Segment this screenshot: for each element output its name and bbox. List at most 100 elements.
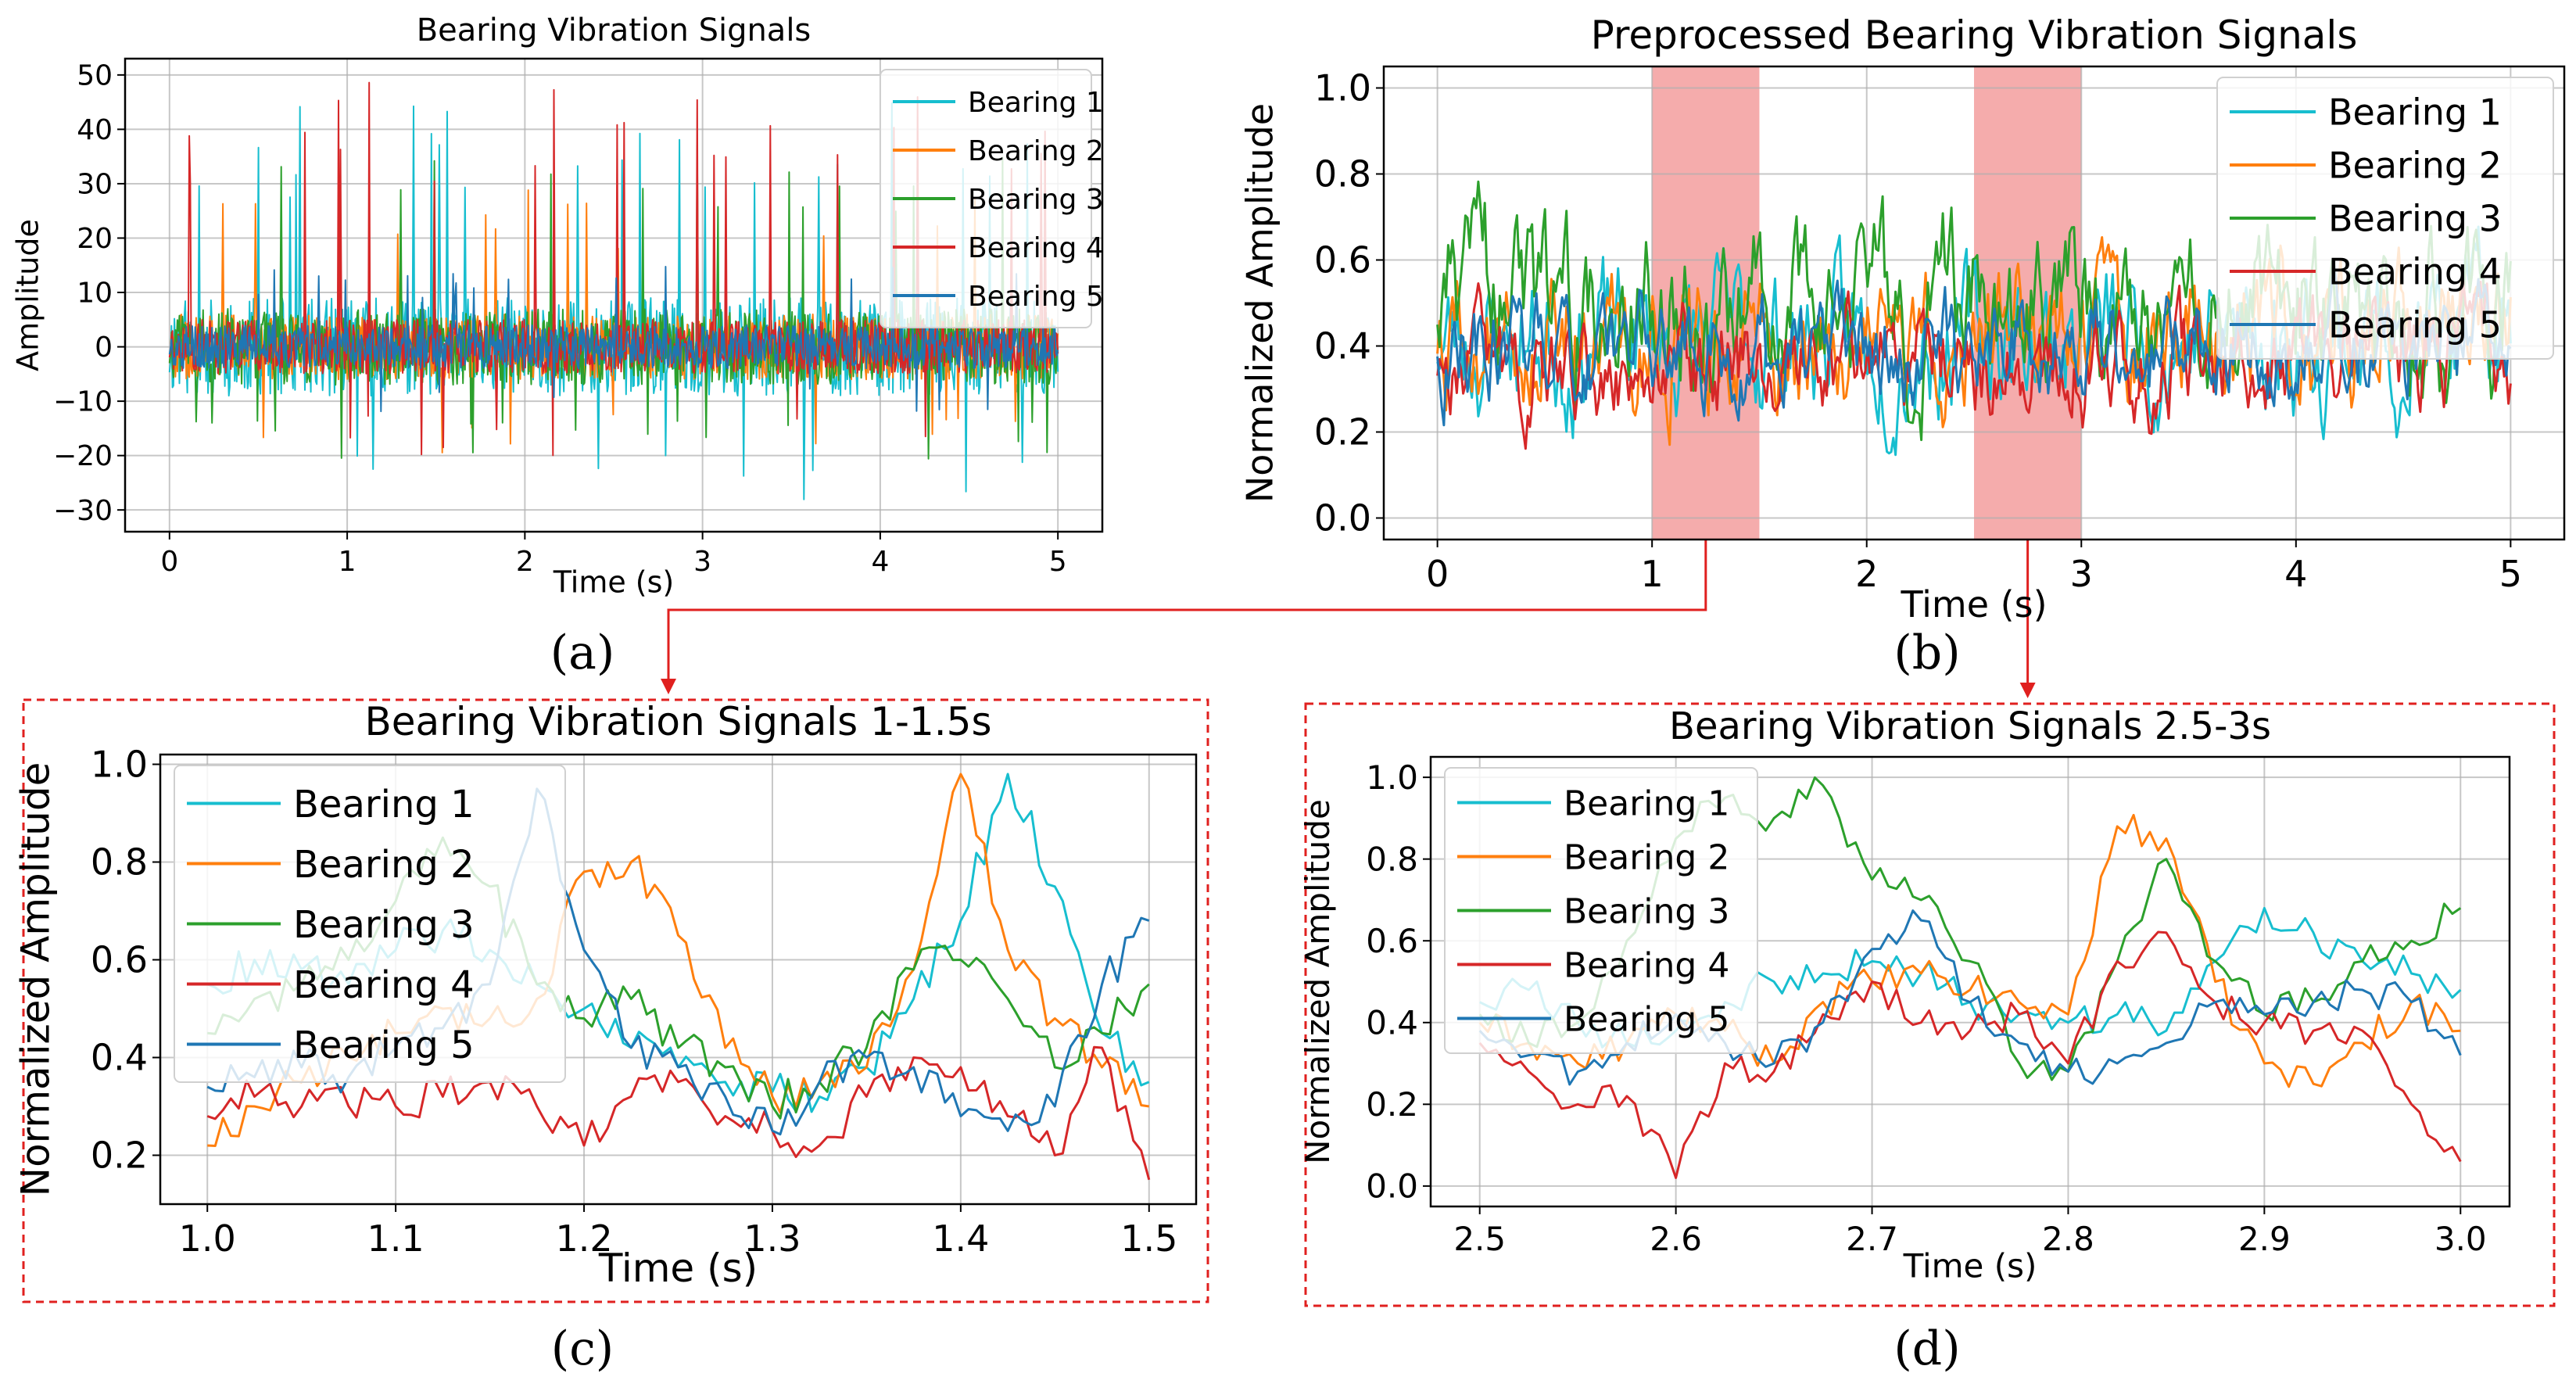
x-tick-label: 4 bbox=[871, 546, 889, 578]
x-tick-label: 2.5 bbox=[1453, 1220, 1506, 1258]
y-tick-label: −10 bbox=[53, 386, 113, 418]
x-tick-label: 0 bbox=[1426, 553, 1449, 595]
y-tick-label: 0.6 bbox=[1314, 239, 1371, 281]
series-line-4 bbox=[206, 1045, 1151, 1181]
legend: Bearing 1 Bearing 2 Bearing 3 Bearing 4 Bear… bbox=[2216, 77, 2554, 360]
y-tick-label: 0.4 bbox=[1366, 1003, 1418, 1041]
y-tick-label: 1.0 bbox=[1314, 67, 1371, 109]
axes-frame bbox=[1382, 65, 2566, 541]
y-tick-label: 0.8 bbox=[1314, 153, 1371, 195]
x-tick-label: 1.5 bbox=[1120, 1217, 1177, 1260]
y-tick-label: −20 bbox=[53, 440, 113, 472]
legend-label: Bearing 4 bbox=[968, 232, 1104, 264]
y-tick-label: 50 bbox=[77, 59, 113, 91]
y-tick-label: 0.0 bbox=[1314, 497, 1371, 540]
x-tick-label: 2.6 bbox=[1650, 1220, 1702, 1258]
series-line-4 bbox=[1478, 930, 2462, 1179]
axes-frame bbox=[124, 57, 1104, 533]
chart-title: Preprocessed Bearing Vibration Signals bbox=[1591, 13, 2358, 58]
y-tick-label: 0.2 bbox=[1314, 411, 1371, 454]
x-tick-label: 3.0 bbox=[2434, 1220, 2487, 1258]
x-tick-label: 3 bbox=[693, 546, 711, 578]
series-line-3 bbox=[168, 145, 1059, 460]
x-tick-label: 5 bbox=[2499, 553, 2522, 595]
panel-b: 0 1 2 3 4 5 0.0 0.2 0.4 0.6 0.8 1.0 Preprocessed Bea… bbox=[1238, 13, 2566, 626]
y-tick-label: 30 bbox=[77, 169, 113, 201]
y-tick-label: 0 bbox=[95, 332, 113, 364]
chart-title: Bearing Vibration Signals 1-1.5s bbox=[364, 699, 991, 744]
legend-label: Bearing 1 bbox=[2328, 91, 2502, 134]
legend-label: Bearing 3 bbox=[1564, 891, 1729, 931]
x-tick-label: 0 bbox=[160, 546, 178, 578]
x-axis-label: Time (s) bbox=[598, 1246, 758, 1291]
legend-label: Bearing 3 bbox=[968, 184, 1104, 216]
y-tick-label: 0.2 bbox=[1366, 1085, 1418, 1124]
x-tick-label: 1.3 bbox=[743, 1217, 801, 1260]
legend-label: Bearing 4 bbox=[2328, 251, 2502, 293]
legend-box bbox=[1444, 767, 1758, 1054]
y-tick-label: 10 bbox=[77, 278, 113, 310]
legend-label: Bearing 5 bbox=[293, 1024, 475, 1067]
legend-label: Bearing 2 bbox=[1564, 837, 1729, 877]
legend-label: Bearing 3 bbox=[293, 903, 475, 947]
legend-label: Bearing 4 bbox=[293, 963, 475, 1007]
y-tick-label: 40 bbox=[77, 114, 113, 146]
caption-b: (b) bbox=[1893, 626, 1960, 680]
panel-d-frame bbox=[1304, 702, 2556, 1307]
x-tick-label: 2 bbox=[1855, 553, 1878, 595]
x-tick-label: 1 bbox=[339, 546, 356, 578]
connector-c-arrowhead bbox=[661, 679, 676, 694]
y-tick-label: −30 bbox=[53, 495, 113, 527]
legend: Bearing 1 Bearing 2 Bearing 3 Bearing 4 Bear… bbox=[174, 765, 566, 1083]
x-tick-label: 1.2 bbox=[555, 1217, 612, 1260]
x-tick-label: 1 bbox=[1641, 553, 1664, 595]
axes-frame bbox=[159, 753, 1198, 1206]
x-tick-label: 5 bbox=[1049, 546, 1067, 578]
y-tick-label: 0.6 bbox=[91, 939, 148, 981]
series-line-5 bbox=[168, 266, 1059, 413]
x-tick-label: 1.1 bbox=[367, 1217, 425, 1260]
caption-c: (c) bbox=[551, 1321, 614, 1376]
legend-label: Bearing 2 bbox=[968, 135, 1104, 167]
x-tick-label: 2.8 bbox=[2042, 1220, 2094, 1258]
x-tick-label: 3 bbox=[2070, 553, 2093, 595]
caption-a: (a) bbox=[550, 626, 615, 680]
legend-label: Bearing 3 bbox=[2328, 198, 2502, 240]
connector-arrows bbox=[661, 540, 2036, 698]
panel-c-frame bbox=[22, 698, 1209, 1303]
y-tick-label: 0.2 bbox=[91, 1135, 148, 1177]
legend-box bbox=[2216, 77, 2554, 360]
legend-label: Bearing 2 bbox=[2328, 145, 2502, 187]
y-tick-label: 0.4 bbox=[1314, 325, 1371, 367]
legend-label: Bearing 2 bbox=[293, 843, 475, 887]
legend-label: Bearing 1 bbox=[1564, 783, 1729, 823]
y-tick-label: 0.0 bbox=[1366, 1167, 1418, 1206]
panel-a: 0 1 2 3 4 5 −30 −20 −10 0 10 20 30 40 50 Bearing Vibrat… bbox=[10, 13, 1103, 599]
x-tick-label: 1.0 bbox=[179, 1217, 236, 1260]
axes-frame bbox=[1429, 755, 2511, 1208]
y-axis-label: Normalized Amplitude bbox=[1299, 799, 1337, 1164]
x-tick-label: 2.7 bbox=[1846, 1220, 1898, 1258]
y-tick-label: 0.4 bbox=[91, 1037, 148, 1079]
x-tick-label: 2 bbox=[516, 546, 534, 578]
panel-c: 1.0 1.1 1.2 1.3 1.4 1.5 0.2 0.4 0.6 0.8 1.0 Bearing… bbox=[13, 699, 1198, 1291]
connector-c bbox=[667, 540, 1707, 680]
y-tick-label: 0.6 bbox=[1366, 922, 1418, 960]
x-axis-label: Time (s) bbox=[553, 565, 675, 599]
connector-d-arrowhead bbox=[2019, 683, 2036, 698]
legend-label: Bearing 5 bbox=[968, 281, 1104, 313]
y-tick-label: 1.0 bbox=[91, 744, 148, 786]
x-tick-label: 4 bbox=[2284, 553, 2307, 595]
legend-box bbox=[174, 765, 566, 1083]
chart-title: Bearing Vibration Signals 2.5-3s bbox=[1669, 704, 2271, 748]
caption-d: (d) bbox=[1893, 1321, 1960, 1376]
chart-title: Bearing Vibration Signals bbox=[417, 13, 811, 48]
legend-box bbox=[880, 69, 1092, 328]
y-tick-label: 1.0 bbox=[1366, 758, 1418, 797]
x-tick-label: 2.9 bbox=[2238, 1220, 2291, 1258]
legend-label: Bearing 5 bbox=[1564, 999, 1729, 1039]
panel-d: 2.5 2.6 2.7 2.8 2.9 3.0 0.0 0.2 0.4 0.6 0.8 1.0 Bear… bbox=[1299, 704, 2511, 1285]
highlight-span-2 bbox=[1974, 66, 2082, 540]
y-tick-label: 0.8 bbox=[1366, 840, 1418, 878]
